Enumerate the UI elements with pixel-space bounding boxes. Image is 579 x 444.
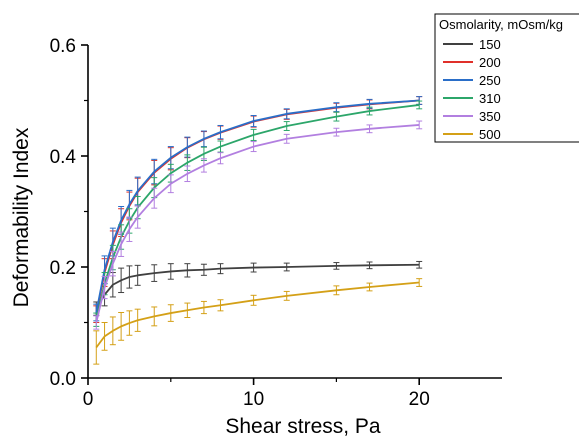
error-bar [416,120,423,130]
error-bar [333,111,340,122]
error-bar [200,158,207,173]
series-line-500 [95,281,420,349]
legend-label: 250 [479,73,501,88]
y-tick-label: 0.6 [50,36,76,57]
error-bar [184,263,191,278]
y-tick-label: 0.4 [50,147,77,168]
series-200 [93,96,423,323]
error-bar [167,174,174,194]
x-tick-label: 20 [409,389,430,410]
error-bar [109,250,116,277]
error-bar [217,140,224,153]
y-axis-title: Deformability Index [10,127,33,307]
y-tick-label: 0.0 [50,369,76,390]
error-bar [151,187,158,209]
error-bar [283,121,290,131]
error-bar [167,263,174,280]
series-line-250 [95,99,420,313]
error-bar [283,290,290,301]
series-line-350 [95,124,420,323]
error-bar [333,285,340,296]
error-bar [283,262,290,272]
error-bar [200,263,207,276]
error-bar [366,124,373,134]
legend-label: 150 [479,37,501,52]
error-bar [217,124,224,140]
series-line-310 [95,104,420,320]
error-bar [118,312,125,341]
x-axis-title: Shear stress, Pa [225,415,381,438]
legend-title: Osmolarity, mOsm/kg [439,17,563,32]
error-bar [118,231,125,257]
error-bar [134,205,141,229]
error-bar [167,304,174,322]
series-150 [93,260,423,316]
legend-label: 200 [479,55,501,70]
error-bar [151,264,158,282]
error-bar [283,108,290,120]
legend-label: 500 [479,127,501,142]
error-bar [93,315,100,330]
error-bar [333,262,340,270]
series-350 [93,120,423,330]
x-tick-label: 0 [83,389,94,410]
error-bar [333,102,340,113]
error-bar [134,264,141,286]
legend-label: 310 [479,91,501,106]
error-bar [283,133,290,144]
error-bar [217,263,224,275]
series-line-150 [95,263,420,310]
error-bar [416,100,423,110]
error-bar [366,261,373,270]
error-bar [250,114,257,128]
error-bar [217,152,224,165]
error-bar [416,260,423,269]
error-bar [101,322,108,351]
error-bar [126,216,133,242]
error-bar [366,282,373,292]
x-tick-label: 10 [243,389,264,410]
error-bar [366,106,373,116]
error-bar [333,127,340,137]
error-bar [126,310,133,336]
error-bar [250,262,257,273]
series-250 [93,96,423,322]
error-bar [250,128,257,141]
error-bar [416,278,423,287]
legend-label: 350 [479,109,501,124]
legend-box [434,13,579,143]
error-bar [250,294,257,306]
error-bar [134,308,141,332]
error-bar [93,330,100,365]
y-tick-label: 0.2 [50,258,76,279]
error-bar [126,265,133,289]
error-bar [151,306,158,327]
error-bar [184,302,191,319]
error-bar [118,267,125,294]
error-bar [200,130,207,148]
error-bar [250,141,257,153]
series-310 [93,100,423,327]
error-bar [109,316,116,346]
error-bar [217,299,224,312]
series-500 [93,278,423,365]
error-bar [200,300,207,315]
error-bar [101,275,108,300]
error-bar [184,165,191,183]
